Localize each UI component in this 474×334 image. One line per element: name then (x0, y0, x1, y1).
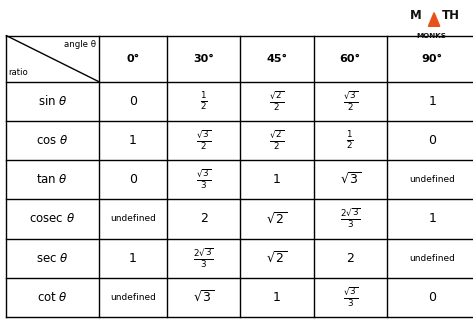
Text: 1: 1 (129, 134, 137, 147)
Text: $\frac{2\sqrt{3}}{3}$: $\frac{2\sqrt{3}}{3}$ (340, 207, 361, 230)
Text: 90°: 90° (422, 53, 443, 63)
Text: 0°: 0° (126, 53, 139, 63)
Text: $\sqrt{2}$: $\sqrt{2}$ (266, 250, 287, 266)
Text: $\frac{\sqrt{3}}{2}$: $\frac{\sqrt{3}}{2}$ (196, 129, 211, 152)
Text: ratio: ratio (9, 68, 28, 77)
Text: cos $\theta$: cos $\theta$ (36, 134, 69, 147)
Text: 45°: 45° (266, 53, 288, 63)
Text: $\sqrt{3}$: $\sqrt{3}$ (193, 290, 214, 305)
Text: M: M (410, 9, 421, 22)
Text: $\frac{1}{2}$: $\frac{1}{2}$ (346, 130, 354, 151)
Text: 1: 1 (428, 212, 437, 225)
Text: $\frac{\sqrt{3}}{3}$: $\frac{\sqrt{3}}{3}$ (196, 168, 211, 191)
Text: 2: 2 (200, 212, 208, 225)
Text: $\frac{1}{2}$: $\frac{1}{2}$ (200, 90, 208, 112)
Text: 0: 0 (129, 173, 137, 186)
Text: $\sqrt{3}$: $\sqrt{3}$ (340, 172, 361, 187)
Text: 1: 1 (129, 252, 137, 265)
Text: angle θ: angle θ (64, 40, 96, 49)
Text: sec $\theta$: sec $\theta$ (36, 252, 69, 265)
Text: $\sqrt{2}$: $\sqrt{2}$ (266, 211, 287, 226)
Text: tan $\theta$: tan $\theta$ (36, 173, 68, 186)
Text: $\frac{\sqrt{3}}{2}$: $\frac{\sqrt{3}}{2}$ (343, 90, 358, 113)
Text: 30°: 30° (193, 53, 214, 63)
Text: 60°: 60° (340, 53, 361, 63)
Text: 1: 1 (273, 291, 281, 304)
Text: undefined: undefined (410, 254, 456, 263)
Text: 0: 0 (129, 95, 137, 108)
Text: 0: 0 (428, 134, 437, 147)
Text: undefined: undefined (410, 175, 456, 184)
Polygon shape (428, 13, 440, 26)
Text: $\frac{\sqrt{2}}{2}$: $\frac{\sqrt{2}}{2}$ (269, 90, 284, 113)
Text: undefined: undefined (110, 293, 156, 302)
Text: cot $\theta$: cot $\theta$ (37, 291, 68, 304)
Text: 1: 1 (273, 173, 281, 186)
Text: TH: TH (442, 9, 460, 22)
Text: cosec $\theta$: cosec $\theta$ (29, 212, 75, 225)
Text: undefined: undefined (110, 214, 156, 223)
Text: 0: 0 (428, 291, 437, 304)
Text: $\frac{\sqrt{2}}{2}$: $\frac{\sqrt{2}}{2}$ (269, 129, 284, 152)
Text: $\frac{\sqrt{3}}{3}$: $\frac{\sqrt{3}}{3}$ (343, 286, 358, 309)
Text: $\frac{2\sqrt{3}}{3}$: $\frac{2\sqrt{3}}{3}$ (193, 246, 214, 270)
Text: 1: 1 (428, 95, 437, 108)
Text: sin $\theta$: sin $\theta$ (37, 94, 67, 108)
Text: 2: 2 (346, 252, 354, 265)
Text: MONKS: MONKS (416, 33, 446, 39)
